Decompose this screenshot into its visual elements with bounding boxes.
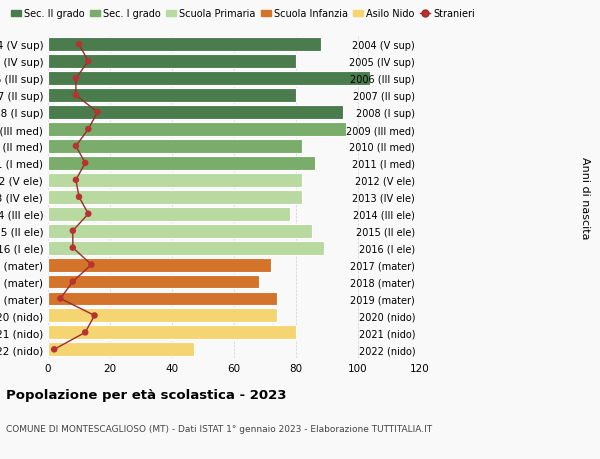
- Point: [71, 177, 81, 184]
- Point: [83, 58, 93, 66]
- Point: [49, 346, 59, 353]
- Bar: [48, 326, 296, 340]
- Point: [68, 278, 77, 285]
- Legend: Sec. II grado, Sec. I grado, Scuola Primaria, Scuola Infanzia, Asilo Nido, Stran: Sec. II grado, Sec. I grado, Scuola Prim…: [11, 10, 475, 19]
- Bar: [48, 258, 271, 272]
- Text: Anni di nascita: Anni di nascita: [580, 156, 590, 239]
- Bar: [48, 157, 314, 170]
- Bar: [48, 190, 302, 204]
- Text: COMUNE DI MONTESCAGLIOSO (MT) - Dati ISTAT 1° gennaio 2023 - Elaborazione TUTTIT: COMUNE DI MONTESCAGLIOSO (MT) - Dati IST…: [6, 425, 432, 434]
- Point: [93, 109, 103, 117]
- Point: [83, 211, 93, 218]
- Point: [71, 75, 81, 83]
- Bar: [48, 140, 302, 154]
- Bar: [48, 275, 259, 289]
- Point: [80, 160, 90, 167]
- Point: [80, 329, 90, 336]
- Point: [86, 261, 96, 269]
- Bar: [48, 207, 290, 221]
- Bar: [48, 309, 277, 323]
- Bar: [48, 292, 277, 306]
- Bar: [48, 174, 302, 187]
- Bar: [48, 123, 346, 137]
- Point: [71, 143, 81, 150]
- Point: [83, 126, 93, 134]
- Bar: [48, 224, 311, 238]
- Bar: [48, 106, 343, 120]
- Bar: [48, 89, 296, 103]
- Bar: [48, 241, 324, 255]
- Bar: [48, 342, 194, 357]
- Bar: [48, 38, 321, 52]
- Point: [74, 41, 84, 49]
- Text: Popolazione per età scolastica - 2023: Popolazione per età scolastica - 2023: [6, 388, 287, 401]
- Bar: [48, 55, 296, 69]
- Point: [90, 312, 100, 319]
- Point: [68, 228, 77, 235]
- Bar: [48, 72, 370, 86]
- Point: [71, 92, 81, 100]
- Point: [74, 194, 84, 201]
- Point: [56, 295, 65, 302]
- Point: [68, 245, 77, 252]
